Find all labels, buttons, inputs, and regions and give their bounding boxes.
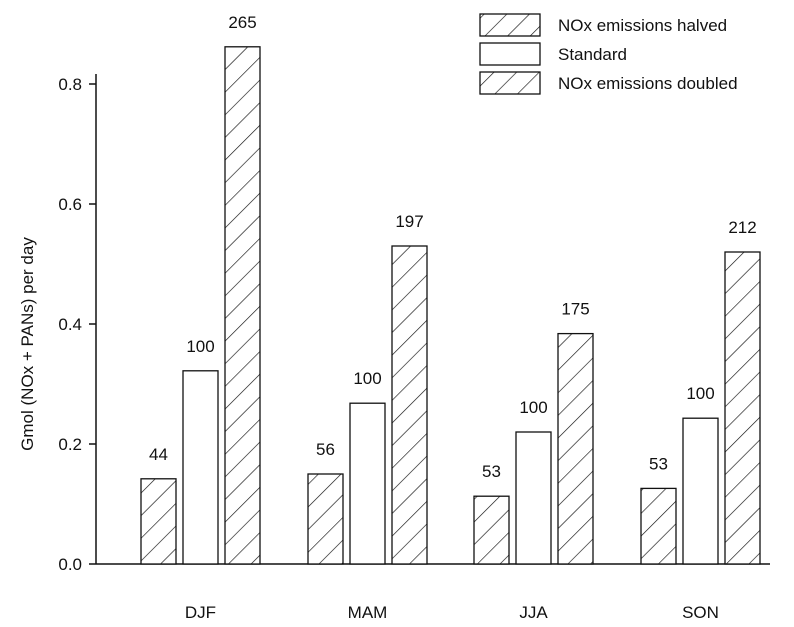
category-labels: DJF MAM JJA SON [185,603,719,622]
legend-label: NOx emissions halved [558,16,727,35]
bar-son-series-2 [682,417,719,565]
x-category-label: JJA [519,603,548,622]
bars [140,46,761,565]
legend-swatch [479,42,541,66]
x-category-label: DJF [185,603,216,622]
bar-value-label: 100 [186,337,214,356]
bar-value-label: 100 [686,384,714,403]
legend-swatch [479,71,541,95]
bar-mam-series-2 [349,402,386,565]
bar-jja-series-2 [515,431,552,565]
y-tick-label: 0.4 [58,315,82,334]
bar-son-series-1 [640,487,677,565]
y-tick-label: 0.0 [58,555,82,574]
bar-djf-series-2 [182,370,219,565]
y-tick-label: 0.8 [58,75,82,94]
legend-label: Standard [558,45,627,64]
bar-djf-series-3 [224,46,261,565]
bar-value-label: 212 [728,218,756,237]
legend: NOx emissions halved Standard NOx emission… [479,13,738,95]
bar-value-label: 197 [395,212,423,231]
bar-labels: 44 100 265 56 100 197 53 100 175 53 100 212 [149,13,757,481]
bar-mam-series-1 [307,473,344,565]
y-axis-title: Gmol (NOx + PANs) per day [18,237,37,451]
y-tick-label: 0.6 [58,195,82,214]
bar-value-label: 100 [519,398,547,417]
bar-jja-series-3 [557,332,594,565]
bar-jja-series-1 [473,495,510,565]
legend-label: NOx emissions doubled [558,74,738,93]
bar-value-label: 175 [561,300,589,319]
bar-value-label: 53 [649,454,668,473]
bar-value-label: 44 [149,445,168,464]
bar-value-label: 56 [316,440,335,459]
bar-value-label: 265 [228,13,256,32]
x-category-label: MAM [348,603,388,622]
bar-djf-series-1 [140,478,177,565]
y-ticks: 0.0 0.2 0.4 0.6 0.8 [58,75,96,574]
bar-mam-series-3 [391,245,428,565]
x-category-label: SON [682,603,719,622]
y-tick-label: 0.2 [58,435,82,454]
legend-swatch [479,13,541,37]
bar-value-label: 53 [482,462,501,481]
bar-son-series-3 [724,251,761,565]
bar-value-label: 100 [353,369,381,388]
